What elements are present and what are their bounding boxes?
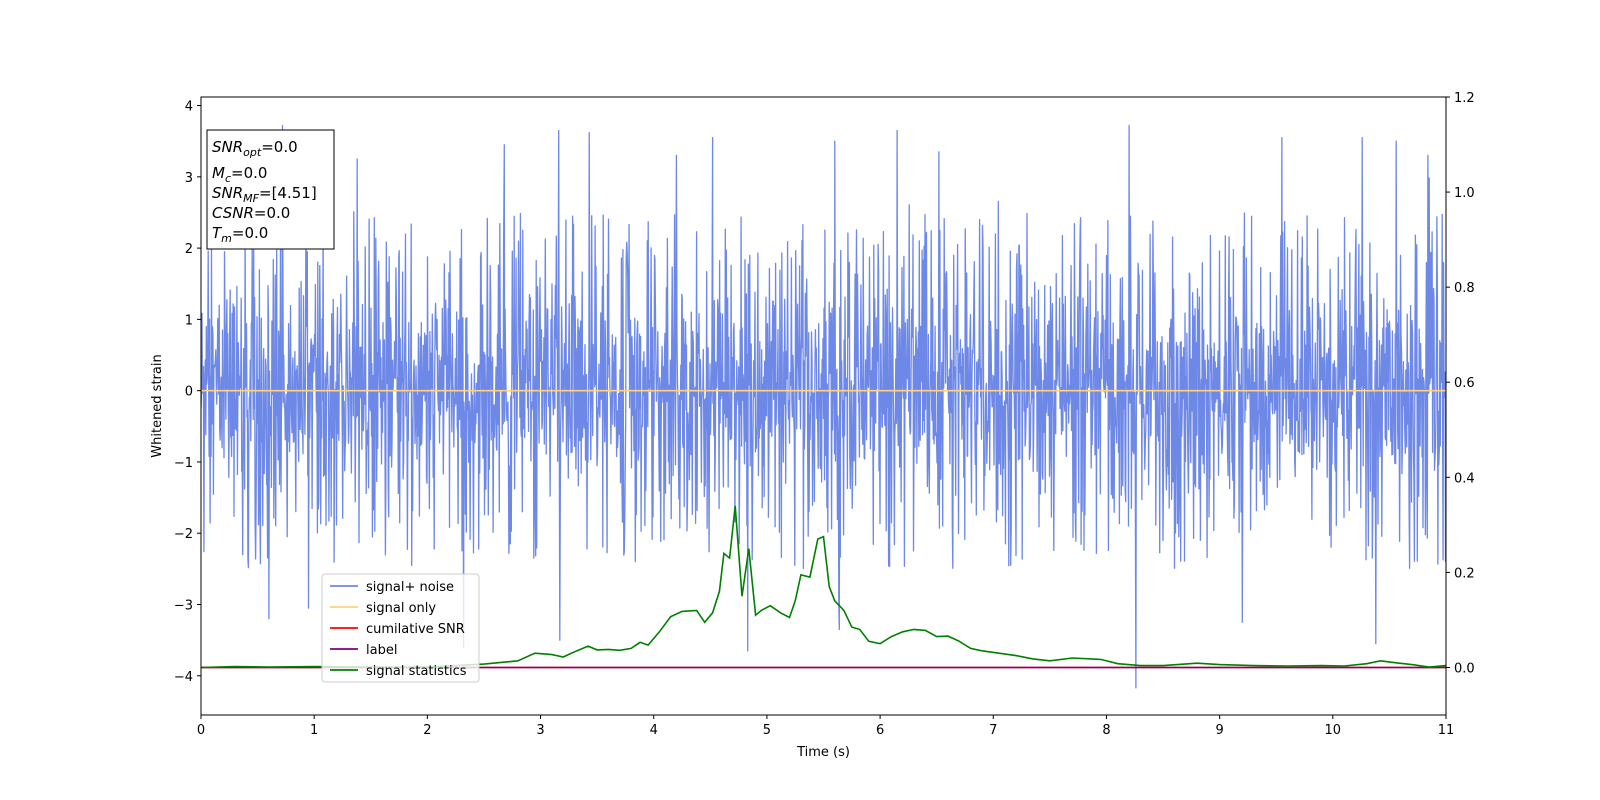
x-tick-label: 10: [1325, 723, 1342, 738]
info-symbol: SNR: [212, 138, 243, 156]
y2-tick-label: 0.8: [1454, 281, 1475, 296]
x-tick-label: 0: [197, 723, 205, 738]
x-axis-label: Time (s): [796, 745, 850, 760]
info-subscript: c: [225, 172, 231, 185]
x-tick-label: 11: [1438, 723, 1455, 738]
series-line-signal-statistics: [201, 505, 1446, 669]
y2-tick-label: 0.0: [1454, 661, 1475, 676]
y-tick-label: −3: [174, 599, 193, 614]
x-tick-label: 4: [650, 723, 658, 738]
y-tick-label: 2: [185, 242, 193, 257]
x-tick-label: 7: [989, 723, 997, 738]
info-line: Tm=0.0: [212, 224, 268, 245]
y2-tick-label: 1.0: [1454, 186, 1475, 201]
info-line: CSNR=0.0: [212, 204, 290, 222]
info-box: SNRopt=0.0Mc=0.0SNRMF=[4.51]CSNR=0.0Tm=0…: [206, 129, 335, 250]
legend-frame: [321, 573, 480, 683]
info-symbol: T: [212, 224, 223, 242]
info-value: =0.0: [261, 138, 297, 156]
y-tick-label: 3: [185, 171, 193, 186]
y-tick-label: −1: [174, 456, 193, 471]
info-line: Mc=0.0: [212, 164, 267, 185]
y-tick-label: −4: [174, 670, 193, 685]
legend-label: label: [366, 643, 397, 658]
x-tick-label: 3: [536, 723, 544, 738]
legend: signal+ noise signal only cumilative SNR la…: [321, 573, 480, 683]
info-subscript: m: [221, 232, 232, 245]
info-line: SNRopt=0.0: [212, 138, 298, 159]
info-symbol: M: [212, 164, 225, 182]
x-tick-label: 5: [763, 723, 771, 738]
y-tick-label: −2: [174, 527, 193, 542]
info-value: =0.0: [254, 204, 290, 222]
info-symbol: CSNR: [212, 204, 254, 222]
legend-label: cumilative SNR: [366, 622, 465, 637]
info-subscript: opt: [243, 146, 262, 159]
y-tick-label: 0: [185, 385, 193, 400]
x-tick-label: 2: [423, 723, 431, 738]
info-value: =0.0: [231, 164, 267, 182]
x-tick-label: 8: [1102, 723, 1110, 738]
legend-label: signal only: [366, 601, 436, 616]
y-tick-label: 4: [185, 100, 193, 115]
y2-tick-label: 0.6: [1454, 376, 1475, 391]
y2-tick-label: 0.2: [1454, 566, 1475, 581]
info-symbol: SNR: [212, 184, 243, 202]
legend-label: signal statistics: [366, 664, 467, 679]
legend-label: signal+ noise: [366, 580, 454, 595]
x-tick-label: 1: [310, 723, 318, 738]
x-tick-label: 6: [876, 723, 884, 738]
axes: 0 1 2 3 4 5 6 7 8 9 10 1143210−1−2−3−41.21.00.80.60…: [174, 91, 1475, 738]
y2-tick-label: 0.4: [1454, 471, 1475, 486]
plot-frame: [200, 96, 1447, 716]
info-box-frame: [206, 129, 335, 250]
y-tick-label: 1: [185, 313, 193, 328]
info-subscript: MF: [243, 192, 259, 205]
series-line-signal-noise: [201, 124, 1446, 689]
x-tick-label: 9: [1215, 723, 1223, 738]
y-axis-label: Whitened strain: [150, 354, 165, 457]
info-value: =0.0: [232, 224, 268, 242]
y2-tick-label: 1.2: [1454, 91, 1475, 106]
info-value: =[4.51]: [259, 184, 317, 202]
info-line: SNRMF=[4.51]: [212, 184, 317, 205]
